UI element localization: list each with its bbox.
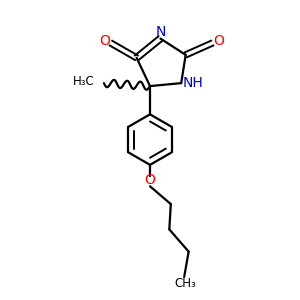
- Text: H₃C: H₃C: [73, 75, 95, 88]
- Text: O: O: [99, 34, 110, 48]
- Text: O: O: [213, 34, 224, 48]
- Text: N: N: [155, 25, 166, 39]
- Text: NH: NH: [182, 76, 203, 90]
- Text: O: O: [145, 173, 155, 187]
- Text: CH₃: CH₃: [175, 277, 196, 290]
